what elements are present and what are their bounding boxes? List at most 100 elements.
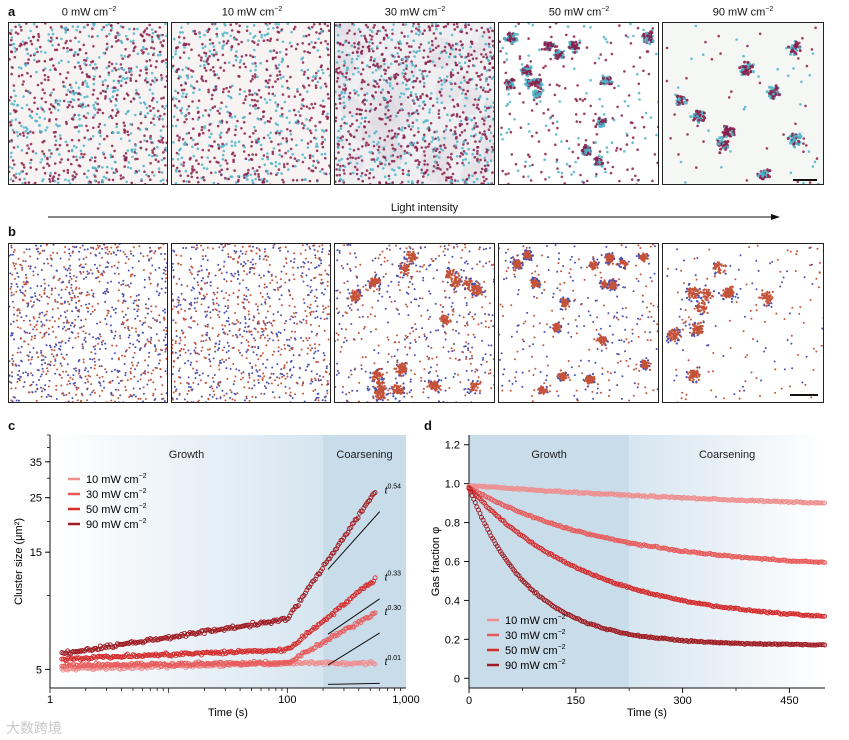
- particle: [43, 73, 47, 77]
- sim-particle: [47, 333, 50, 336]
- particle: [200, 75, 204, 78]
- sim-particle: [114, 368, 116, 371]
- particle: [116, 111, 119, 115]
- sim-particle: [139, 397, 142, 400]
- particle: [232, 160, 235, 163]
- sim-particle: [151, 264, 154, 267]
- sim-particle: [162, 244, 165, 246]
- sim-particle: [117, 299, 120, 302]
- particle: [18, 178, 22, 181]
- particle: [139, 110, 143, 114]
- particle: [91, 60, 95, 63]
- particle: [368, 34, 372, 37]
- particle: [182, 51, 186, 54]
- sim-particle: [84, 263, 87, 266]
- particle: [79, 149, 83, 153]
- particle: [126, 37, 129, 41]
- cluster-particle: [543, 47, 547, 51]
- particle: [356, 50, 359, 53]
- cluster-particle: [774, 88, 778, 92]
- sim-particle: [150, 305, 153, 308]
- particle: [148, 23, 151, 27]
- sim-particle: [144, 321, 147, 324]
- sim-particle: [12, 320, 15, 323]
- particle: [46, 156, 49, 160]
- particle: [182, 92, 185, 95]
- particle: [132, 49, 135, 53]
- sim-particle: [114, 334, 117, 337]
- particle: [239, 59, 243, 62]
- particle: [154, 158, 158, 161]
- particle: [133, 151, 137, 154]
- particle: [269, 131, 272, 134]
- sim-particle: [33, 292, 36, 295]
- particle: [77, 104, 81, 108]
- particle: [402, 134, 406, 137]
- sim-particle: [84, 367, 87, 370]
- particle: [422, 85, 426, 88]
- particle: [12, 174, 16, 177]
- particle: [439, 31, 442, 35]
- particle: [397, 55, 400, 58]
- particle: [405, 83, 408, 87]
- particle: [111, 95, 115, 98]
- cluster-particle: [683, 100, 686, 104]
- sim-particle: [37, 247, 40, 250]
- particle: [318, 32, 321, 35]
- particle: [237, 178, 240, 182]
- particle: [306, 127, 309, 130]
- sim-particle: [78, 370, 81, 373]
- particle: [26, 61, 30, 65]
- particle: [489, 51, 492, 54]
- particle: [254, 153, 258, 156]
- particle: [487, 30, 491, 33]
- particle: [485, 69, 489, 72]
- particle: [461, 153, 465, 156]
- particle: [467, 65, 470, 68]
- particle: [132, 97, 135, 100]
- particle: [288, 41, 292, 45]
- particle: [124, 48, 127, 51]
- particle: [347, 41, 351, 44]
- sim-particle: [160, 393, 163, 396]
- particle: [372, 63, 375, 67]
- particle: [475, 29, 478, 32]
- particle: [802, 142, 805, 145]
- cluster-particle: [577, 46, 580, 50]
- cluster-particle: [703, 116, 707, 120]
- sim-particle: [121, 379, 124, 382]
- particle: [65, 39, 68, 43]
- particle: [271, 152, 275, 156]
- sim-particle: [119, 394, 122, 397]
- particle: [160, 138, 163, 142]
- particle: [277, 168, 281, 171]
- particle: [137, 169, 141, 173]
- particle: [202, 176, 205, 179]
- particle: [527, 37, 530, 40]
- particle: [657, 100, 658, 104]
- particle: [150, 141, 153, 144]
- particle: [422, 120, 425, 124]
- particle: [161, 105, 164, 108]
- particle: [443, 136, 446, 140]
- particle: [428, 142, 431, 146]
- cluster-particle: [718, 151, 722, 155]
- particle: [86, 85, 90, 89]
- particle: [38, 124, 41, 127]
- particle: [642, 125, 646, 129]
- sim-particle: [89, 269, 92, 271]
- particle: [323, 152, 327, 156]
- particle: [446, 75, 449, 78]
- particle: [261, 157, 264, 161]
- particle: [357, 47, 360, 50]
- particle: [251, 93, 254, 96]
- particle: [124, 81, 128, 84]
- particle: [485, 150, 488, 154]
- particle: [75, 173, 78, 176]
- particle: [92, 88, 96, 92]
- particle: [393, 132, 397, 135]
- sim-particle: [89, 375, 92, 378]
- sim-particle: [53, 275, 56, 278]
- particle: [642, 28, 645, 32]
- particle: [584, 139, 588, 142]
